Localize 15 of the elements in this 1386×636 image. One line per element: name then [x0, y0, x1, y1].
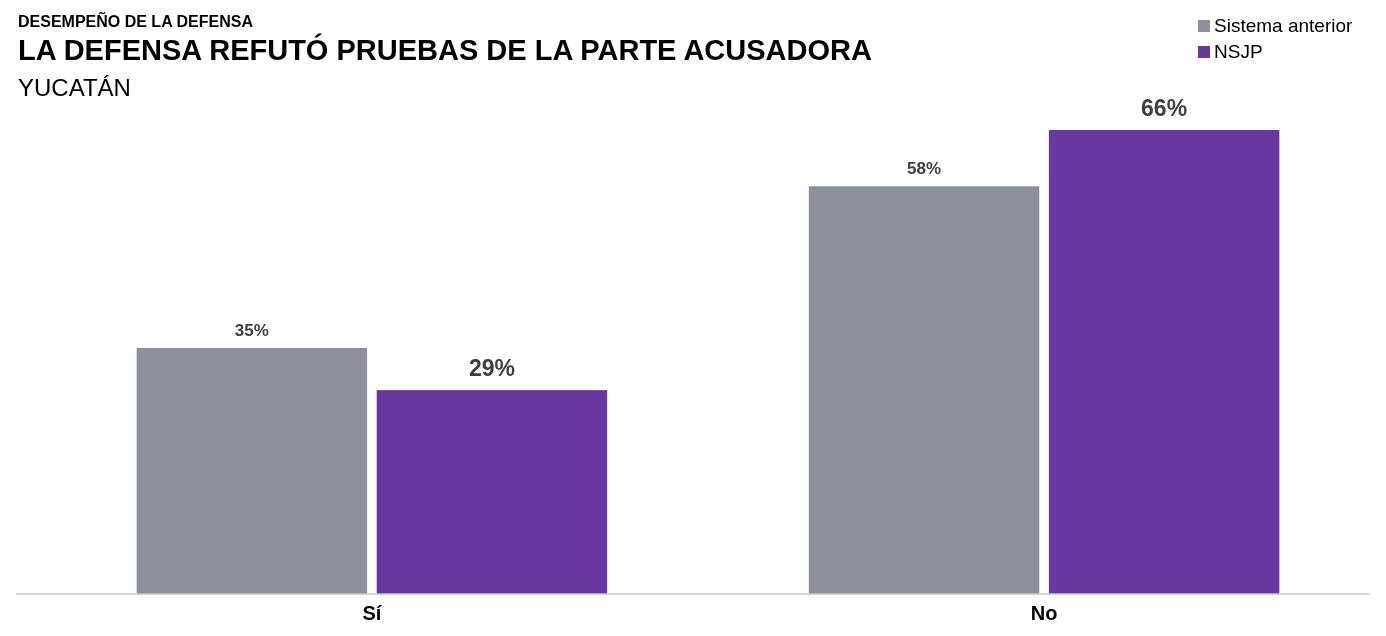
legend-label: Sistema anterior	[1214, 15, 1354, 36]
bar	[136, 347, 368, 594]
bar	[376, 390, 608, 594]
data-label: 66%	[1141, 95, 1188, 121]
chart-title: LA DEFENSA REFUTÓ PRUEBAS DE LA PARTE ACUSADORA	[18, 33, 872, 66]
data-label: 29%	[468, 355, 515, 382]
legend-label: NSJP	[1214, 41, 1263, 62]
chart-subtitle: YUCATÁN	[18, 74, 131, 101]
text: DESEMPEÑO DE LA DEFENSA	[18, 11, 254, 30]
data-label: 58%	[907, 159, 942, 179]
x-tick-label: No	[1030, 602, 1058, 624]
bar	[808, 186, 1040, 594]
bar	[1048, 130, 1280, 594]
data-label: 35%	[234, 320, 269, 340]
x-tick-label: Sí	[362, 602, 383, 624]
